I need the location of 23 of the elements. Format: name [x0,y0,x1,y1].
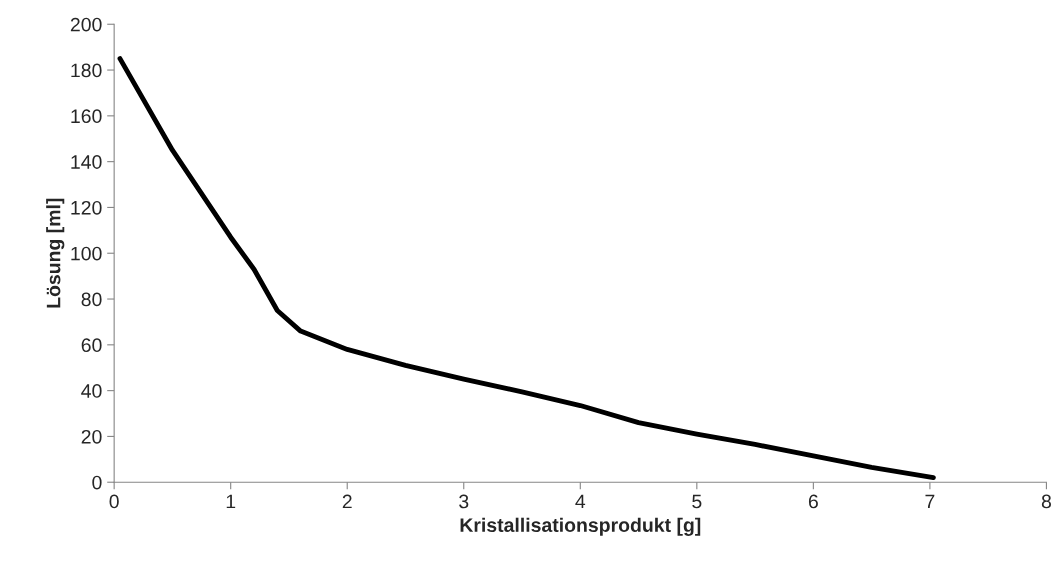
x-tick-label: 0 [109,494,119,509]
y-axis-title: Lösung [ml] [46,198,65,308]
x-tick-label: 1 [226,494,236,509]
y-tick-label: 40 [81,384,102,398]
y-tick-label: 80 [81,292,102,307]
x-tick-label: 4 [575,494,586,509]
y-tick-label: 160 [71,109,102,124]
x-tick-label: 8 [1041,494,1051,509]
y-tick-label: 180 [71,63,102,78]
line-series [117,56,936,481]
y-tick-label: 20 [81,429,102,444]
y-tick-label: 200 [70,17,102,32]
x-tick-label: 2 [342,494,352,509]
x-tick-label: 7 [925,494,935,509]
y-tick-label: 100 [71,246,102,261]
x-tick-label: 3 [459,494,469,509]
x-tick-label: 6 [808,494,818,509]
y-tick-label: 60 [81,338,102,353]
x-axis-title: Kristallisationsprodukt [g] [460,517,701,536]
y-tick-label: 0 [92,475,102,490]
y-tick-label: 120 [71,200,102,215]
y-tick-label: 140 [71,155,102,169]
x-tick-label: 5 [692,494,702,509]
